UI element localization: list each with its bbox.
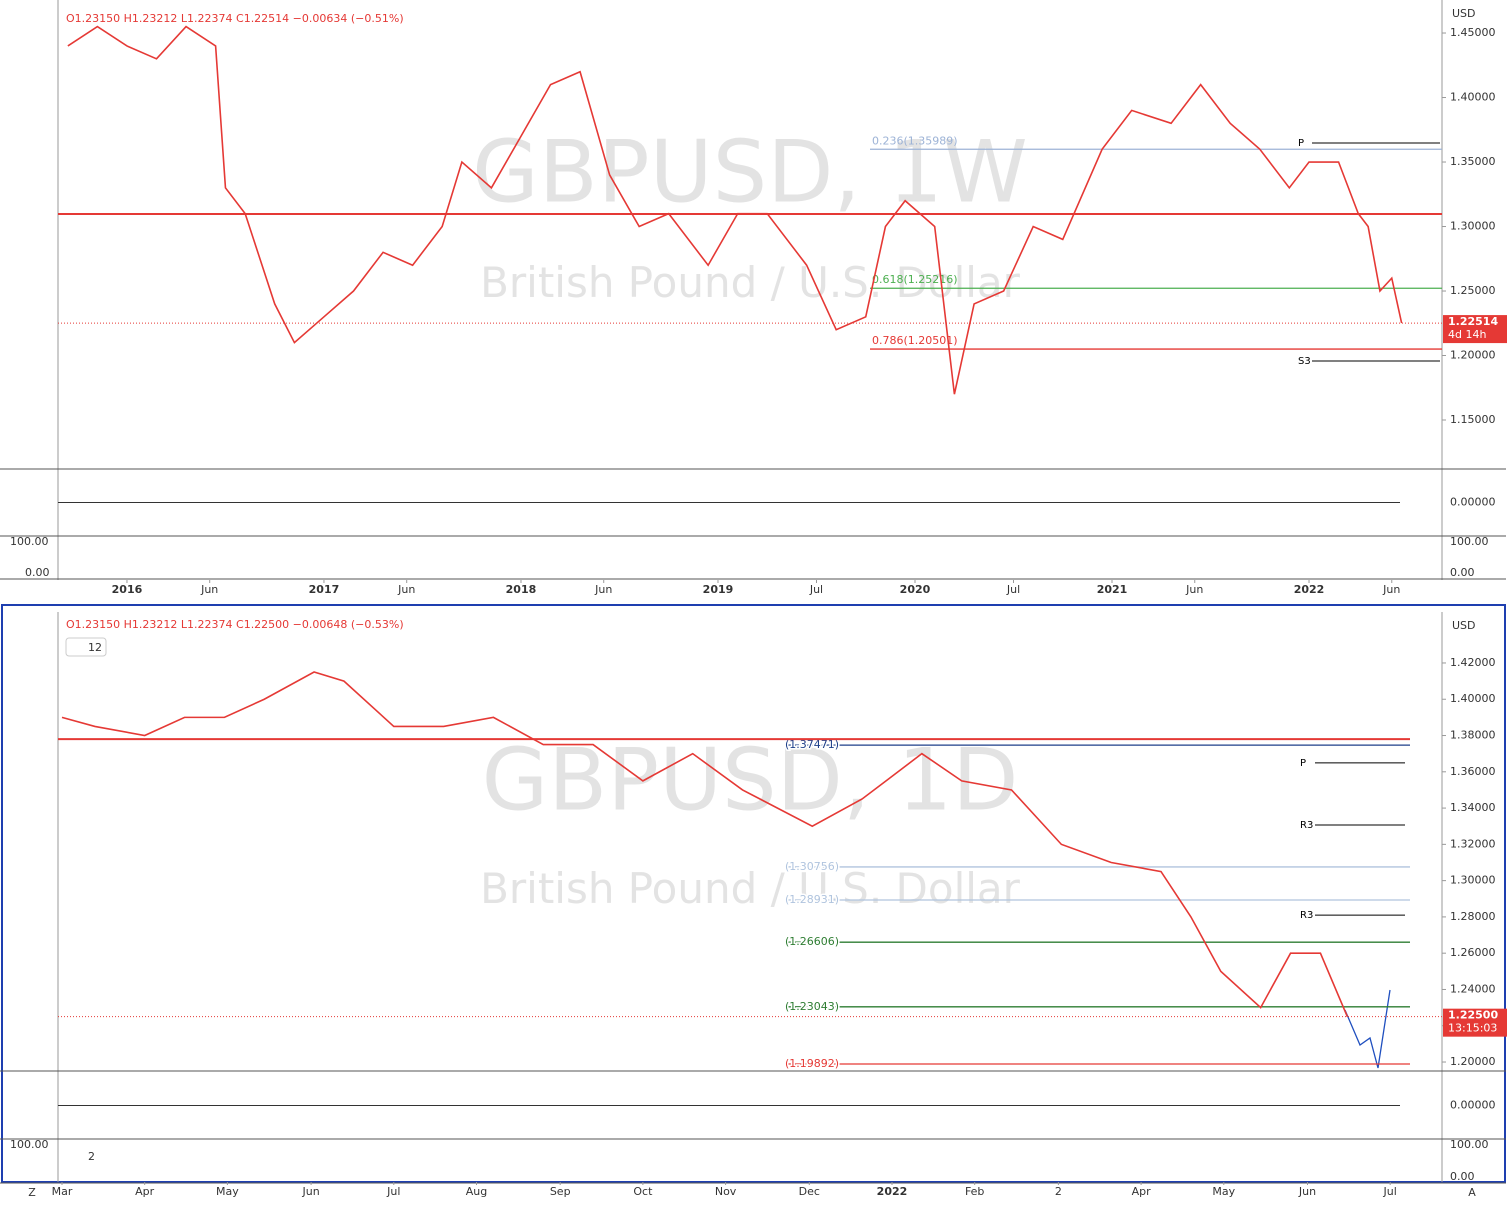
pivot-label: P — [1300, 758, 1306, 769]
indicator-label: 100.00 — [1450, 1138, 1489, 1151]
indicator-label: 100.00 — [10, 1138, 49, 1151]
y-tick-label: 1.32000 — [1450, 837, 1496, 850]
pivot-label: P — [1298, 138, 1304, 149]
x-tick-label: Jun — [397, 583, 415, 596]
watermark: GBPUSD, 1W — [472, 122, 1028, 222]
projection-arrow — [1344, 989, 1391, 1069]
y-tick-label: 1.30000 — [1450, 874, 1496, 887]
y-tick-label: 1.24000 — [1450, 982, 1496, 995]
x-tick-label: May — [216, 1185, 239, 1198]
y-tick-label: 1.20000 — [1450, 1055, 1496, 1068]
y-tick-label: 1.15000 — [1450, 413, 1496, 426]
x-tick-label: Jun — [301, 1185, 319, 1198]
x-tick-label: Jun — [1298, 1185, 1316, 1198]
x-tick-label: 2017 — [309, 583, 340, 596]
x-tick-label: 2018 — [506, 583, 537, 596]
x-tick-label: 2016 — [112, 583, 143, 596]
level-label: (1.26606) — [785, 935, 839, 948]
x-tick-label: Dec — [799, 1185, 820, 1198]
active-pane-border — [1, 604, 1506, 1183]
toolbar-button[interactable]: A — [1468, 1186, 1476, 1199]
indicator-label: 100.00 — [1450, 535, 1489, 548]
price-tag — [1443, 1008, 1507, 1037]
y-tick-label: 1.40000 — [1450, 692, 1496, 705]
y-tick-label: 1.28000 — [1450, 910, 1496, 923]
y-tick-label: 1.20000 — [1450, 349, 1496, 362]
price-tag-countdown: 4d 14h — [1448, 328, 1486, 341]
x-tick-label: Jun — [1382, 583, 1400, 596]
x-tick-label: Mar — [52, 1185, 73, 1198]
pivot-label: R3 — [1300, 820, 1313, 831]
indicator-label: 100.00 — [10, 535, 49, 548]
pivot-label: S3 — [1298, 356, 1311, 367]
price-tag — [1443, 315, 1507, 344]
x-tick-label: Aug — [466, 1185, 487, 1198]
ohlc-header: O1.23150 H1.23212 L1.22374 C1.22514 −0.0… — [66, 12, 404, 25]
indicator-label: 0.00000 — [1450, 496, 1496, 509]
y-tick-label: 1.40000 — [1450, 91, 1496, 104]
collapse-button[interactable] — [65, 637, 107, 657]
currency-label[interactable]: USD — [1452, 7, 1476, 20]
x-tick-label: 2 — [1055, 1185, 1062, 1198]
watermark-subtitle: British Pound / U.S. Dollar — [480, 864, 1021, 913]
x-tick-label: Apr — [1132, 1185, 1152, 1198]
x-tick-label: Jul — [809, 583, 823, 596]
x-tick-label: Nov — [715, 1185, 737, 1198]
x-tick-label: 2022 — [877, 1185, 908, 1198]
indicator-label: 0.00000 — [1450, 1099, 1496, 1112]
level-label: (1.28931) — [785, 893, 839, 906]
x-tick-label: 2021 — [1097, 583, 1128, 596]
level-label: 0.236(1.35989) — [872, 134, 958, 147]
currency-label[interactable]: USD — [1452, 619, 1476, 632]
x-tick-label: 2020 — [900, 583, 931, 596]
y-tick-label: 1.34000 — [1450, 801, 1496, 814]
x-tick-label: 2022 — [1294, 583, 1325, 596]
y-tick-label: 1.26000 — [1450, 946, 1496, 959]
x-tick-label: Oct — [633, 1185, 653, 1198]
x-tick-label: Feb — [965, 1185, 984, 1198]
y-tick-label: 1.35000 — [1450, 155, 1496, 168]
y-tick-label: 1.30000 — [1450, 220, 1496, 233]
watermark: GBPUSD, 1D — [482, 730, 1019, 830]
x-tick-label: 2019 — [703, 583, 734, 596]
toolbar-button[interactable]: Z — [28, 1186, 36, 1199]
level-label: 0.618(1.25216) — [872, 273, 958, 286]
ohlc-header: O1.23150 H1.23212 L1.22374 C1.22500 −0.0… — [66, 618, 404, 631]
level-label: (1.37471) — [785, 738, 839, 751]
y-tick-label: 1.38000 — [1450, 729, 1496, 742]
collapse-button-label[interactable]: 12 — [88, 641, 102, 654]
price-line — [61, 671, 1349, 1017]
level-label: (1.23043) — [785, 1000, 839, 1013]
x-tick-label: Apr — [135, 1185, 155, 1198]
level-label: 0.786(1.20501) — [872, 334, 958, 347]
oscillator-badge[interactable]: 2 — [88, 1150, 95, 1163]
y-tick-label: 1.25000 — [1450, 284, 1496, 297]
level-label: (1.30756) — [785, 860, 839, 873]
x-tick-label: Jun — [1185, 583, 1203, 596]
y-tick-label: 1.36000 — [1450, 765, 1496, 778]
y-tick-label: 1.45000 — [1450, 26, 1496, 39]
x-tick-label: Jun — [594, 583, 612, 596]
price-tag-value: 1.22514 — [1448, 315, 1498, 328]
x-tick-label: Jul — [1006, 583, 1020, 596]
pivot-label: R3 — [1300, 910, 1313, 921]
y-tick-label: 1.42000 — [1450, 656, 1496, 669]
x-tick-label: May — [1212, 1185, 1235, 1198]
indicator-label: 0.00 — [1450, 1170, 1475, 1183]
level-label: (1.19892) — [785, 1057, 839, 1070]
price-line — [67, 25, 1403, 395]
x-tick-label: Sep — [550, 1185, 571, 1198]
watermark-subtitle: British Pound / U.S. Dollar — [480, 258, 1021, 307]
x-tick-label: Jul — [1383, 1185, 1397, 1198]
price-tag-countdown: 13:15:03 — [1448, 1022, 1497, 1035]
indicator-label: 0.00 — [25, 566, 50, 579]
x-tick-label: Jul — [386, 1185, 400, 1198]
x-tick-label: Jun — [200, 583, 218, 596]
price-tag-value: 1.22500 — [1448, 1009, 1498, 1022]
indicator-label: 0.00 — [1450, 566, 1475, 579]
